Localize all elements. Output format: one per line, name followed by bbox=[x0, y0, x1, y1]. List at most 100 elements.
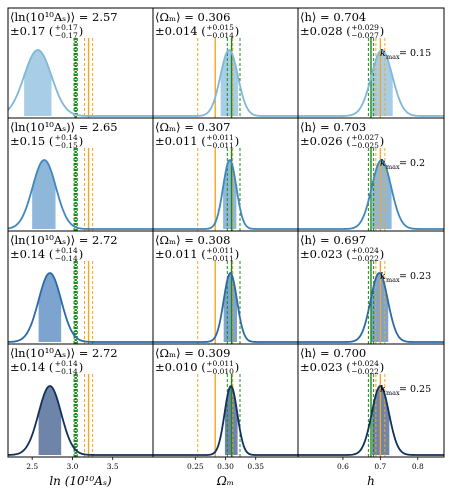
mean-label: ⟨ln(10¹⁰Aₛ)⟩ = 2.72 bbox=[10, 233, 118, 247]
minus-error-label: −0.025 bbox=[351, 141, 379, 150]
x-tick-label: 0.6 bbox=[337, 462, 349, 471]
posterior-curve bbox=[153, 271, 298, 343]
panel-r0-lnAs: ⟨ln(10¹⁰Aₛ)⟩ = 2.57±0.17 (+0.17−0.17) bbox=[7, 10, 153, 118]
posterior-curve bbox=[153, 159, 298, 230]
x-axis-label: h bbox=[367, 474, 375, 488]
plus-error-label: +0.029 bbox=[351, 23, 379, 32]
credible-interval-band bbox=[38, 386, 62, 455]
credible-interval-band bbox=[223, 160, 237, 229]
std-paren-close: ) bbox=[235, 134, 240, 148]
minus-error-label: −0.014 bbox=[206, 31, 234, 40]
kmax-subscript: max bbox=[386, 53, 400, 61]
std-label: ±0.14 ( bbox=[10, 247, 53, 261]
panel-r1-Om: ⟨Ωₘ⟩ = 0.307±0.011 (+0.011−0.011) bbox=[153, 120, 298, 231]
x-tick-label: 0.7 bbox=[374, 462, 386, 471]
x-axis-label: ln (10¹⁰Aₛ) bbox=[49, 474, 112, 488]
mean-label: ⟨ln(10¹⁰Aₛ)⟩ = 2.57 bbox=[10, 10, 118, 24]
mean-label: ⟨h⟩ = 0.700 bbox=[300, 346, 366, 360]
panel-r1-lnAs: ⟨ln(10¹⁰Aₛ)⟩ = 2.65±0.15 (+0.14−0.15) bbox=[7, 120, 153, 231]
std-paren-close: ) bbox=[235, 24, 240, 38]
plus-error-label: +0.011 bbox=[206, 133, 234, 142]
plus-error-label: +0.011 bbox=[206, 246, 234, 255]
std-paren-close: ) bbox=[380, 247, 385, 261]
std-paren-close: ) bbox=[380, 134, 385, 148]
panel-r3-h: ⟨h⟩ = 0.700±0.023 (+0.024−0.022) k max = 0.… bbox=[298, 346, 444, 488]
posterior-curve bbox=[298, 272, 444, 343]
posterior-curve bbox=[298, 49, 444, 117]
credible-interval-band bbox=[38, 273, 62, 342]
mean-label: ⟨h⟩ = 0.697 bbox=[300, 233, 366, 247]
minus-error-label: −0.027 bbox=[351, 31, 379, 40]
credible-interval-band bbox=[371, 50, 393, 117]
credible-interval-band bbox=[32, 160, 56, 229]
minus-error-label: −0.011 bbox=[206, 141, 234, 150]
x-tick-label: 3.5 bbox=[107, 462, 119, 471]
credible-interval-band bbox=[372, 160, 392, 229]
kmax-label: k bbox=[380, 384, 386, 395]
posterior-curve bbox=[7, 272, 153, 343]
panel-r2-lnAs: ⟨ln(10¹⁰Aₛ)⟩ = 2.72±0.14 (+0.14−0.14) bbox=[7, 233, 153, 344]
std-paren-close: ) bbox=[79, 360, 84, 374]
plus-error-label: +0.011 bbox=[206, 359, 234, 368]
plus-error-label: +0.024 bbox=[351, 246, 379, 255]
std-paren-close: ) bbox=[79, 134, 84, 148]
kmax-subscript: max bbox=[386, 163, 400, 171]
std-label: ±0.14 ( bbox=[10, 360, 53, 374]
std-paren-close: ) bbox=[235, 360, 240, 374]
std-label: ±0.014 ( bbox=[155, 24, 206, 38]
std-label: ±0.15 ( bbox=[10, 134, 53, 148]
outer-border bbox=[7, 7, 445, 458]
panel-r0-h: ⟨h⟩ = 0.704±0.028 (+0.029−0.027) k max = 0.… bbox=[298, 10, 444, 118]
mean-label: ⟨ln(10¹⁰Aₛ)⟩ = 2.72 bbox=[10, 346, 118, 360]
panel-frame bbox=[7, 7, 445, 458]
plus-error-label: +0.17 bbox=[55, 23, 78, 32]
minus-error-label: −0.14 bbox=[55, 254, 78, 263]
minus-error-label: −0.15 bbox=[55, 141, 78, 150]
std-paren-close: ) bbox=[79, 24, 84, 38]
panel-r3-Om: ⟨Ωₘ⟩ = 0.309±0.010 (+0.011−0.010) 0.25 0.3… bbox=[153, 346, 298, 488]
mean-label: ⟨h⟩ = 0.704 bbox=[300, 10, 366, 24]
kmax-value: = 0.25 bbox=[399, 384, 431, 395]
plus-error-label: +0.14 bbox=[55, 133, 78, 142]
mean-label: ⟨Ωₘ⟩ = 0.308 bbox=[155, 233, 230, 247]
kmax-value: = 0.2 bbox=[399, 158, 425, 169]
panel-r2-Om: ⟨Ωₘ⟩ = 0.308±0.011 (+0.011−0.011) bbox=[153, 233, 298, 344]
std-paren-close: ) bbox=[79, 247, 84, 261]
credible-interval-band bbox=[220, 50, 239, 117]
plus-error-label: +0.14 bbox=[55, 246, 78, 255]
mean-label: ⟨ln(10¹⁰Aₛ)⟩ = 2.65 bbox=[10, 120, 118, 134]
mean-label: ⟨Ωₘ⟩ = 0.307 bbox=[155, 120, 230, 134]
posterior-curve bbox=[153, 385, 298, 456]
posterior-curve bbox=[153, 48, 298, 117]
mean-label: ⟨Ωₘ⟩ = 0.309 bbox=[155, 346, 230, 360]
credible-interval-band bbox=[223, 273, 237, 342]
posterior-curve bbox=[7, 159, 153, 230]
x-tick-label: 0.25 bbox=[187, 462, 204, 471]
kmax-subscript: max bbox=[386, 276, 400, 284]
kmax-value: = 0.15 bbox=[399, 48, 431, 59]
x-tick-label: 0.8 bbox=[412, 462, 424, 471]
panel-r1-h: ⟨h⟩ = 0.703±0.026 (+0.027−0.025) k max = 0.… bbox=[298, 120, 444, 231]
std-label: ±0.011 ( bbox=[155, 247, 206, 261]
minus-error-label: −0.010 bbox=[206, 367, 234, 376]
std-label: ±0.023 ( bbox=[300, 247, 351, 261]
panel-r2-h: ⟨h⟩ = 0.697±0.023 (+0.024−0.022) k max = 0.… bbox=[298, 233, 444, 344]
credible-interval-band bbox=[371, 273, 389, 342]
posterior-curve bbox=[298, 159, 444, 230]
minus-error-label: −0.17 bbox=[55, 31, 78, 40]
mean-label: ⟨Ωₘ⟩ = 0.306 bbox=[155, 10, 230, 24]
credible-interval-band bbox=[24, 50, 52, 116]
kmax-label: k bbox=[380, 48, 386, 59]
std-paren-close: ) bbox=[235, 247, 240, 261]
kmax-label: k bbox=[380, 271, 386, 282]
std-label: ±0.011 ( bbox=[155, 134, 206, 148]
std-label: ±0.026 ( bbox=[300, 134, 351, 148]
panel-r0-Om: ⟨Ωₘ⟩ = 0.306±0.014 (+0.015−0.014) bbox=[153, 10, 298, 118]
panel-r3-lnAs: ⟨ln(10¹⁰Aₛ)⟩ = 2.72±0.14 (+0.14−0.14) 2.5… bbox=[7, 346, 153, 488]
x-tick-label: 3.0 bbox=[66, 462, 78, 471]
plus-error-label: +0.14 bbox=[55, 359, 78, 368]
kmax-value: = 0.23 bbox=[399, 271, 431, 282]
posterior-curve bbox=[298, 385, 444, 456]
minus-error-label: −0.011 bbox=[206, 254, 234, 263]
